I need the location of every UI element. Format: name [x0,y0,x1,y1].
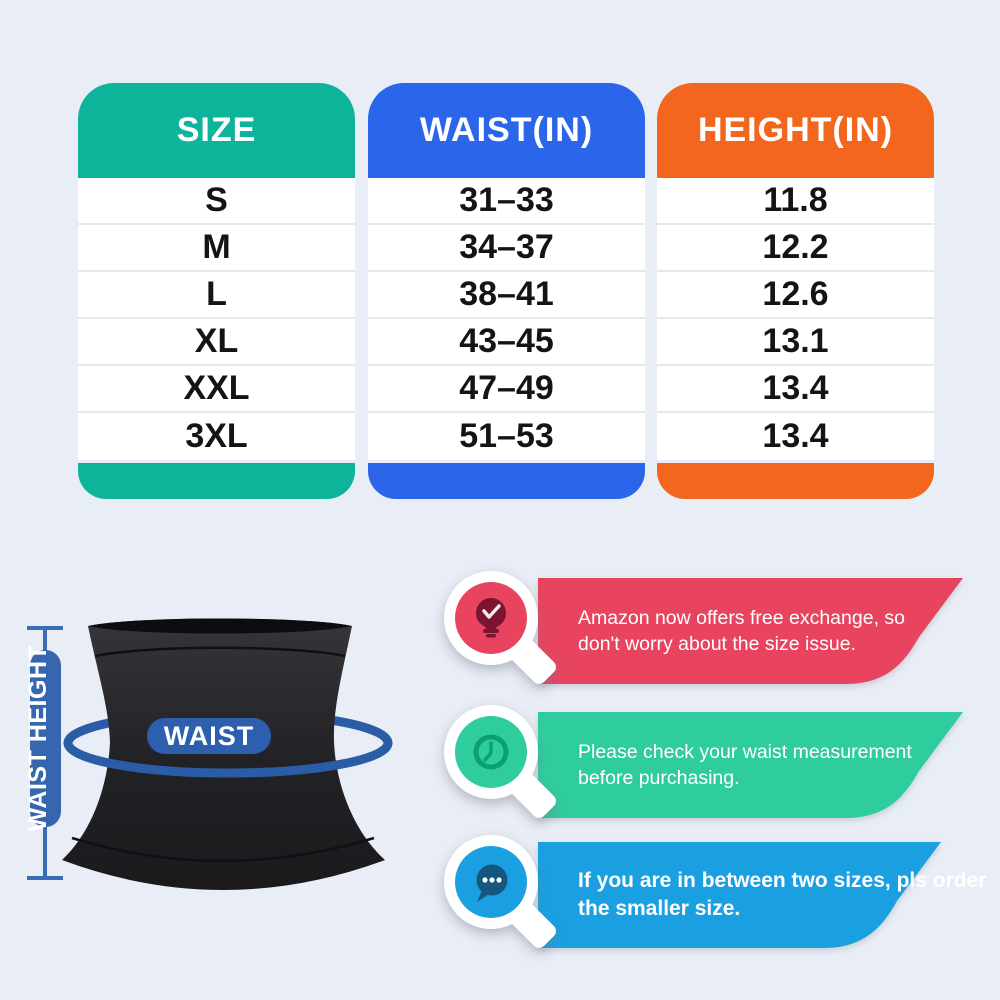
callout-check-measurement: Please check your waist measurement befo… [430,694,1000,844]
callout-ribbon [538,578,963,684]
callout-ribbon [538,712,963,818]
height-column-footer [657,463,934,499]
height-column: HEIGHT(IN) 11.8 12.2 12.6 13.1 13.4 13.4 [657,83,934,499]
size-column: SIZE S M L XL XXL 3XL [78,83,355,499]
table-cell: 13.4 [657,413,934,460]
callout-text: If you are in between two sizes, pls ord… [578,867,988,923]
size-column-footer [78,463,355,499]
callout-ribbon [538,842,941,948]
waist-label-pill: WAIST [147,718,271,754]
table-cell: 31–33 [368,178,645,225]
callout-text: Amazon now offers free exchange, so don'… [578,605,988,657]
height-column-header: HEIGHT(IN) [657,83,934,178]
waist-label: WAIST [164,721,255,751]
callout-line: the smaller size. [578,897,741,920]
waist-column-body: 31–33 34–37 38–41 43–45 47–49 51–53 [368,178,645,460]
table-cell: 43–45 [368,319,645,366]
waist-height-pill: WAIST HEIGHT [24,645,61,832]
table-cell: M [78,225,355,272]
table-cell: 34–37 [368,225,645,272]
waist-height-label: WAIST HEIGHT [24,645,52,832]
table-cell: XL [78,319,355,366]
chat-icon [476,864,508,902]
table-cell: S [78,178,355,225]
size-column-header: SIZE [78,83,355,178]
callout-line: Please check your waist measurement [578,741,912,763]
callout-line: Amazon now offers free exchange, so [578,607,905,629]
size-column-body: S M L XL XXL 3XL [78,178,355,460]
waist-ellipse-front [63,738,393,778]
waist-trainer-diagram: WAIST WAIST HEIGHT [24,618,393,890]
table-cell: 13.1 [657,319,934,366]
callout-between-sizes: If you are in between two sizes, pls ord… [430,824,1000,974]
lightbulb-check-icon [476,598,506,638]
callout-text: Please check your waist measurement befo… [578,739,988,791]
table-cell: L [78,272,355,319]
table-cell: 3XL [78,413,355,460]
waist-column-header: WAIST(IN) [368,83,645,178]
callout-line: If you are in between two sizes, pls ord… [578,869,987,892]
table-cell: 51–53 [368,413,645,460]
waist-trainer-illustration [62,618,385,890]
table-cell: 38–41 [368,272,645,319]
waist-column: WAIST(IN) 31–33 34–37 38–41 43–45 47–49 … [368,83,645,499]
table-cell: 11.8 [657,178,934,225]
table-cell: 13.4 [657,366,934,413]
table-cell: 47–49 [368,366,645,413]
clock-icon [473,734,509,770]
table-cell: 12.2 [657,225,934,272]
callout-free-exchange: Amazon now offers free exchange, so don'… [430,560,1000,710]
waist-column-footer [368,463,645,499]
table-cell: XXL [78,366,355,413]
callout-line: before purchasing. [578,767,740,789]
callout-line: don't worry about the size issue. [578,633,856,655]
height-column-body: 11.8 12.2 12.6 13.1 13.4 13.4 [657,178,934,460]
table-cell: 12.6 [657,272,934,319]
